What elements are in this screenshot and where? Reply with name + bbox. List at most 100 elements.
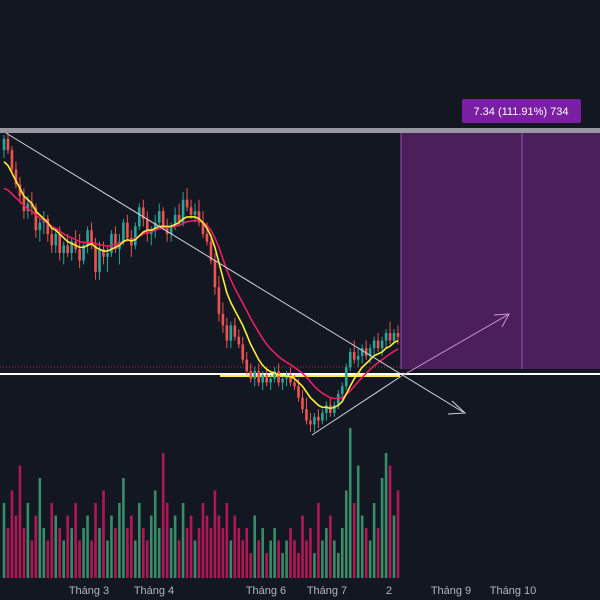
- candle-body: [14, 169, 18, 185]
- volume-bar: [18, 465, 22, 578]
- volume-bar: [62, 540, 65, 578]
- candle-body: [233, 325, 237, 337]
- volume-bar: [86, 515, 89, 578]
- candle-body: [98, 249, 101, 273]
- candle-body: [58, 234, 62, 254]
- candle-body: [78, 249, 81, 261]
- candle-body: [106, 253, 109, 257]
- volume-bar: [165, 503, 169, 578]
- volume-bar: [185, 528, 189, 578]
- volume-bar: [10, 490, 14, 578]
- candle-body: [237, 336, 241, 345]
- candle-body: [229, 325, 233, 341]
- volume-bar: [249, 553, 253, 578]
- volume-bar: [46, 540, 50, 578]
- volume-bar: [122, 478, 125, 578]
- candle-body: [50, 234, 54, 246]
- volume-bar: [261, 528, 264, 578]
- volume-bar: [169, 528, 173, 578]
- volume-bar: [372, 503, 376, 578]
- volume-bar: [50, 503, 54, 578]
- candle-body: [293, 382, 296, 387]
- candle-body: [157, 211, 161, 223]
- top-resistance-band[interactable]: [0, 128, 600, 133]
- volume-bar: [42, 528, 46, 578]
- volume-bar: [6, 528, 10, 578]
- candle-body: [90, 230, 93, 246]
- volume-bar: [138, 503, 141, 578]
- candle-body: [66, 245, 69, 254]
- candle-body: [225, 325, 229, 341]
- volume-bar: [396, 490, 400, 578]
- candle-body: [289, 374, 292, 383]
- volume-bar: [189, 515, 193, 578]
- candle-body: [253, 371, 257, 379]
- volume-bar: [337, 553, 340, 578]
- volume-bar: [317, 503, 320, 578]
- measure-box[interactable]: [400, 132, 600, 369]
- candle-body: [102, 249, 105, 257]
- volume-bar: [388, 465, 392, 578]
- candle-body: [185, 199, 189, 208]
- candle-body: [309, 420, 312, 425]
- uptrend-line-group[interactable]: [311, 313, 510, 436]
- candle-body: [384, 333, 388, 341]
- volume-bar: [237, 528, 241, 578]
- volume-bar: [368, 540, 372, 578]
- candle-body: [321, 412, 324, 421]
- volume-bar: [241, 540, 245, 578]
- volume-bar: [177, 540, 181, 578]
- volume-bar: [193, 540, 197, 578]
- volume-bar: [54, 515, 58, 578]
- candle-body: [245, 359, 249, 372]
- candle-body: [134, 226, 137, 246]
- volume-bar: [145, 540, 149, 578]
- x-axis: Tháng 3 Tháng 4 Tháng 6 Tháng 7 2 Tháng …: [69, 585, 536, 597]
- candlesticks: [2, 131, 400, 432]
- volume-bar: [126, 528, 129, 578]
- downtrend-arrow[interactable]: [5, 132, 467, 415]
- volume-bar: [329, 515, 332, 578]
- tick-2: 2: [386, 585, 392, 597]
- candle-body: [153, 222, 157, 231]
- volume-bar: [82, 528, 85, 578]
- volume-bar: [384, 453, 388, 578]
- volume-bar: [380, 478, 384, 578]
- candle-body: [217, 287, 221, 314]
- candle-body: [241, 344, 245, 360]
- candle-body: [86, 230, 89, 246]
- uptrend-line: [311, 376, 401, 436]
- volume-bar: [305, 540, 308, 578]
- volume-bar: [38, 478, 42, 578]
- volume-bar: [289, 528, 292, 578]
- volume-bar: [197, 528, 201, 578]
- candle-body: [356, 355, 360, 360]
- volume-bar: [344, 490, 348, 578]
- measure-badge[interactable]: 7.34 (111.91%) 734: [462, 99, 581, 123]
- volume-bar: [153, 490, 157, 578]
- volume-bar: [173, 515, 177, 578]
- volume-bar: [14, 515, 18, 578]
- candle-body: [337, 393, 340, 406]
- volume-bar: [340, 528, 344, 578]
- candle-body: [201, 222, 205, 234]
- volume-bar: [225, 503, 229, 578]
- volume-bar: [141, 528, 145, 578]
- candle-body: [265, 374, 268, 383]
- candle-body: [269, 378, 272, 383]
- candle-body: [70, 241, 73, 254]
- candle-body: [325, 405, 328, 413]
- tick-thang-6: Tháng 6: [246, 585, 286, 597]
- volume-bar: [90, 540, 93, 578]
- volume-bar: [257, 540, 261, 578]
- volume-bar: [118, 503, 121, 578]
- volume-bar: [130, 515, 133, 578]
- candle-body: [352, 352, 356, 360]
- volume-bar: [273, 528, 276, 578]
- volume-bar: [285, 540, 288, 578]
- volume-bar: [213, 490, 217, 578]
- candle-body: [305, 409, 308, 421]
- tick-thang-3: Tháng 3: [69, 585, 109, 597]
- volume-bar: [277, 540, 280, 578]
